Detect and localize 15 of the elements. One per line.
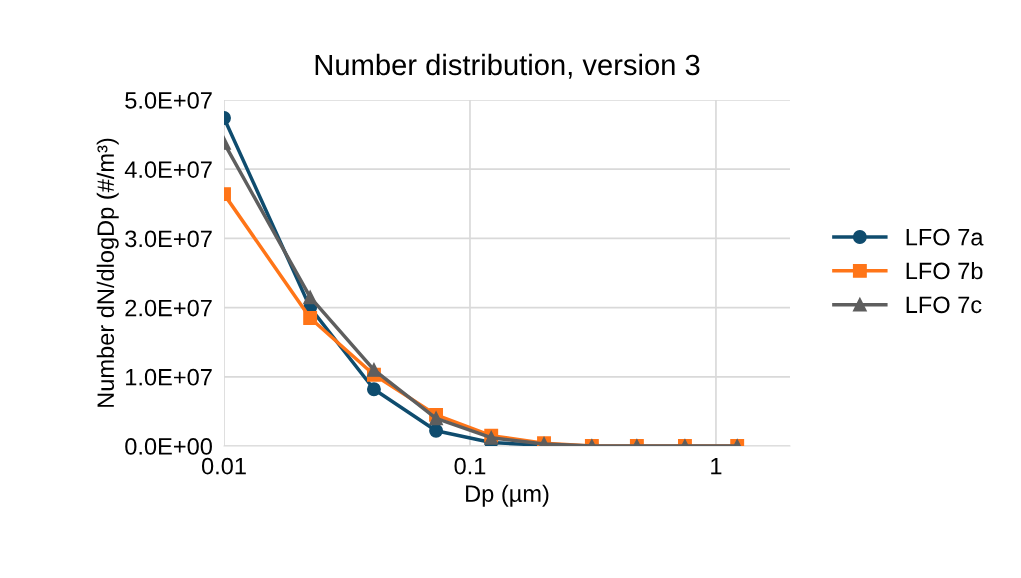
x-tick-label: 0.1 <box>454 457 486 475</box>
legend-label: LFO 7a <box>906 228 984 246</box>
y-tick-label: 4.0E+07 <box>124 161 212 178</box>
x-tick-label: 1 <box>711 457 722 475</box>
x-tick-label: 0.01 <box>201 457 246 475</box>
legend-label: LFO 7b <box>906 262 983 280</box>
y-axis-title: Number dN/dlogDp (#/m³) <box>96 138 119 407</box>
legend-label: LFO 7c <box>906 296 982 314</box>
chart-title: Number distribution, version 3 <box>315 53 700 79</box>
x-axis-title: Dp (µm) <box>466 484 549 507</box>
y-tick-label: 5.0E+07 <box>125 92 212 109</box>
y-tick-label: 3.0E+07 <box>125 230 212 248</box>
y-tick-label: 2.0E+07 <box>125 299 212 317</box>
y-tick-label: 1.0E+07 <box>126 368 212 386</box>
y-tick-label: 0.0E+00 <box>125 438 212 455</box>
